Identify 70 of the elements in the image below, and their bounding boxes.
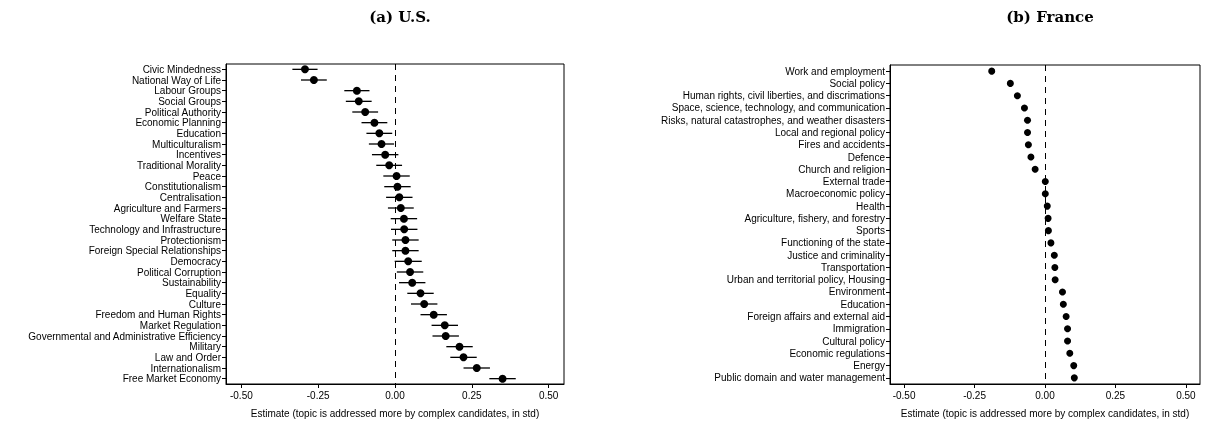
y-tick-label: National Way of Life (131, 74, 222, 86)
y-tick-label: Labour Groups (154, 85, 221, 97)
y-tick-label: Democracy (170, 255, 221, 267)
y-tick-label: Transportation (820, 261, 885, 273)
y-tick-label: Social Groups (158, 95, 221, 107)
chart-title: (a) U.S. (369, 7, 431, 26)
y-tick-label: Education (176, 127, 221, 139)
y-tick-label: Social policy (829, 77, 885, 89)
y-tick-label: Military (189, 341, 221, 353)
y-tick-label: Culture (188, 298, 222, 310)
x-tick-label: -0.50 (892, 389, 916, 401)
y-tick-label: Agriculture and Farmers (113, 202, 221, 214)
y-tick-label: Space, science, technology, and communication (671, 102, 885, 114)
y-tick-label: Equality (185, 287, 221, 299)
y-tick-label: Environment (828, 286, 886, 298)
y-tick-label: Traditional Morality (136, 159, 221, 171)
x-axis-title: Estimate (topic is addressed more by complex candidates, in std) (250, 407, 540, 419)
x-tick-label: -0.50 (229, 389, 254, 401)
y-tick-label: Risks, natural catastrophes, and weather disasters (661, 114, 885, 126)
chart-title: (b) France (1006, 7, 1094, 26)
y-tick-label: Foreign Special Relationships (88, 245, 221, 257)
x-tick-label: -0.25 (306, 389, 331, 401)
y-tick-label: Peace (192, 170, 222, 182)
y-tick-label: Incentives (175, 149, 221, 161)
y-tick-label: Defence (847, 151, 886, 163)
x-tick-label: 0.25 (1105, 389, 1126, 401)
y-tick-label: Free Market Economy (122, 373, 221, 385)
y-tick-label: Human rights, civil liberties, and discrimations (682, 90, 885, 102)
y-tick-label: Cultural policy (822, 335, 885, 347)
y-tick-label: Economic Planning (135, 117, 221, 129)
y-tick-label: Economic regulations (789, 347, 885, 359)
y-tick-label: Agriculture, fishery, and forestry (744, 212, 885, 224)
y-tick-label: Local and regional policy (774, 126, 885, 138)
y-tick-label: Immigration (832, 323, 885, 335)
y-tick-label: Foreign affairs and external aid (747, 311, 885, 323)
y-tick-label: External trade (822, 176, 886, 188)
y-tick-label: Political Authority (144, 106, 221, 118)
y-tick-label: Health (856, 200, 885, 212)
x-tick-label: 0.25 (462, 389, 482, 401)
x-tick-label: 0.00 (385, 389, 406, 401)
y-tick-label: Energy (853, 360, 885, 372)
y-tick-label: Freedom and Human Rights (95, 309, 221, 321)
y-tick-label: Public domain and water management (714, 372, 886, 384)
x-axis-title: Estimate (topic is addressed more by complex candidates, in std) (900, 407, 1190, 419)
y-tick-label: Law and Order (154, 351, 222, 363)
x-tick-label: 0.50 (1176, 389, 1197, 401)
y-tick-label: Political Corruption (137, 266, 221, 278)
y-tick-label: Multiculturalism (152, 138, 221, 150)
y-tick-label: Macroeconomic policy (786, 188, 885, 200)
y-tick-label: Governmental and Administrative Efficiency (28, 330, 221, 342)
x-tick-label: -0.25 (963, 389, 987, 401)
x-tick-label: 0.50 (538, 389, 559, 401)
y-tick-label: Fires and accidents (798, 139, 885, 151)
y-tick-label: Market Regulation (139, 319, 221, 331)
y-tick-label: Justice and criminality (787, 249, 885, 261)
y-tick-label: Urban and territorial policy, Housing (726, 274, 885, 286)
y-tick-label: Welfare State (160, 213, 222, 225)
y-tick-label: Technology and Infrastructure (89, 223, 222, 235)
y-tick-label: Civic Mindedness (142, 63, 221, 75)
y-tick-label: Sports (856, 225, 885, 237)
y-tick-label: Internationalism (150, 362, 221, 374)
y-tick-label: Protectionism (160, 234, 221, 246)
y-tick-label: Education (840, 298, 885, 310)
y-tick-label: Work and employment (785, 65, 886, 77)
x-tick-label: 0.00 (1035, 389, 1056, 401)
y-tick-label: Constitutionalism (144, 181, 221, 193)
y-tick-label: Sustainability (162, 277, 221, 289)
y-tick-label: Centralisation (159, 191, 221, 203)
y-tick-label: Church and religion (798, 163, 885, 175)
y-tick-label: Functioning of the state (781, 237, 886, 249)
